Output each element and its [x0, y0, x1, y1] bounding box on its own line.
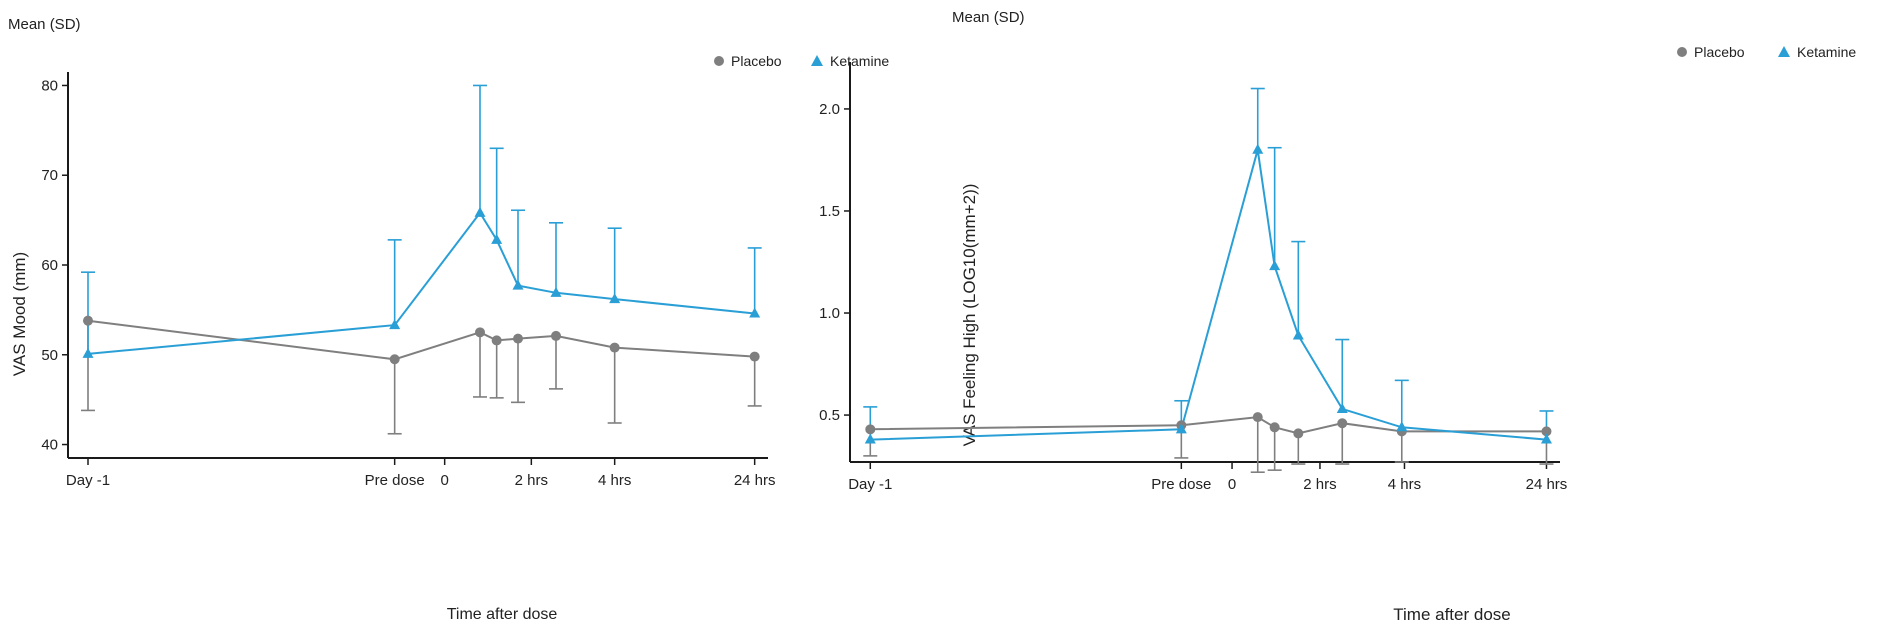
- placebo-point: [1252, 412, 1263, 423]
- x-tick-label: 4 hrs: [1388, 476, 1421, 493]
- placebo-point: [1293, 428, 1304, 439]
- x-tick-label: Day -1: [66, 472, 110, 489]
- ketamine-points: [82, 206, 761, 358]
- legend-placebo-marker: [1677, 47, 1687, 57]
- chart-vas-feeling-high: Mean (SD) Placebo Ketamine Time after do…: [819, 9, 1856, 624]
- x-tick-label: 2 hrs: [515, 472, 548, 489]
- x-tick-label: 4 hrs: [598, 472, 631, 489]
- placebo-point: [1269, 422, 1280, 433]
- placebo-point: [475, 327, 485, 338]
- marks-1: [81, 84, 762, 435]
- ketamine-point: [512, 279, 524, 290]
- placebo-point: [389, 354, 400, 365]
- ketamine-series-line: [87, 211, 755, 355]
- mean-sd-label-2: Mean (SD): [952, 9, 1025, 26]
- ketamine-point: [749, 307, 761, 318]
- ketamine-point: [1540, 433, 1552, 444]
- placebo-point: [491, 335, 502, 346]
- ketamine-point: [1175, 423, 1187, 434]
- placebo-error-bars: [81, 320, 762, 435]
- placebo-point: [609, 342, 620, 353]
- placebo-point: [551, 330, 561, 341]
- legend-ketamine-label: Ketamine: [1797, 44, 1856, 60]
- ketamine-point: [1292, 329, 1304, 340]
- legend-2: Placebo Ketamine: [1677, 44, 1856, 60]
- x-tick-label: Pre dose: [365, 472, 425, 489]
- placebo-series-line: [870, 416, 1547, 435]
- x-tick-label: Day -1: [848, 476, 892, 493]
- y-tick-label: 1.0: [819, 305, 840, 322]
- ketamine-point: [1336, 402, 1348, 413]
- legend-placebo-marker: [714, 56, 724, 66]
- axes-2: 0.5 1.0 1.5 2.0 Day -1 Pre dose 0 2 hrs 4 hrs 24 …: [819, 62, 1567, 493]
- placebo-point: [865, 424, 876, 435]
- placebo-point: [1337, 418, 1348, 429]
- legend-ketamine-marker: [811, 55, 823, 66]
- placebo-series-line: [87, 319, 755, 361]
- legend-1: Placebo Ketamine: [714, 53, 889, 69]
- axes-1: 40 50 60 70 80 Day -1 Pre dose 0 2 hrs 4 hrs 24 hr…: [41, 72, 776, 489]
- y-tick-label: 1.5: [819, 203, 840, 220]
- y-tick-label: 40: [41, 437, 58, 454]
- placebo-point: [749, 351, 760, 362]
- y-tick-label: 70: [41, 167, 58, 184]
- x-tick-label: 0: [1228, 476, 1236, 493]
- mean-sd-label-1: Mean (SD): [8, 16, 81, 33]
- legend-ketamine-label: Ketamine: [830, 53, 889, 69]
- ketamine-point: [1396, 421, 1408, 432]
- ketamine-point: [1269, 260, 1281, 271]
- ketamine-series-line: [870, 149, 1547, 441]
- placebo-point: [83, 315, 93, 326]
- ketamine-point: [389, 319, 401, 330]
- x-tick-label: 24 hrs: [734, 472, 776, 489]
- ketamine-point: [474, 206, 486, 217]
- legend-placebo-label: Placebo: [1694, 44, 1745, 60]
- x-tick-label: 24 hrs: [1526, 476, 1568, 493]
- ketamine-point: [82, 347, 94, 358]
- y-tick-label: 60: [41, 257, 58, 274]
- y-tick-label: 80: [41, 77, 58, 94]
- x-tick-label: 2 hrs: [1303, 476, 1336, 493]
- y-tick-label: 50: [41, 347, 58, 364]
- y-tick-label: 0.5: [819, 407, 840, 424]
- ketamine-error-bars: [81, 84, 762, 354]
- placebo-points: [83, 315, 760, 365]
- ketamine-point: [864, 433, 876, 444]
- x-tick-label: Pre dose: [1151, 476, 1211, 493]
- x-axis-title-2: Time after dose: [1393, 605, 1510, 624]
- x-axis-title-1: Time after dose: [447, 606, 558, 623]
- legend-ketamine-marker: [1778, 46, 1790, 57]
- ketamine-point: [609, 293, 621, 304]
- x-tick-label: 0: [440, 472, 448, 489]
- y-tick-label: 2.0: [819, 101, 840, 118]
- ketamine-point: [491, 233, 503, 244]
- y-axis-title-2: VAS Feeling High (LOG10(mm+2)): [960, 184, 979, 447]
- y-axis-title-1: VAS Mood (mm): [10, 252, 29, 376]
- ketamine-point: [1252, 143, 1264, 154]
- placebo-point: [513, 333, 523, 344]
- marks-2: [863, 87, 1554, 474]
- chart-vas-mood: Mean (SD) Placebo Ketamine Time after do…: [8, 16, 889, 623]
- ketamine-points: [864, 143, 1552, 444]
- ketamine-point: [550, 286, 562, 297]
- legend-placebo-label: Placebo: [731, 53, 782, 69]
- placebo-point: [1541, 426, 1552, 437]
